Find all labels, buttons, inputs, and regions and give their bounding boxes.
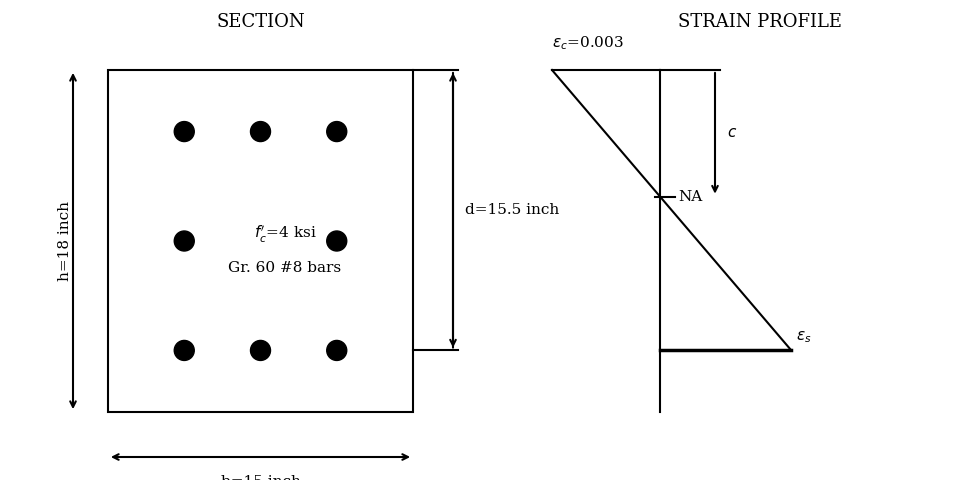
Circle shape bbox=[251, 340, 270, 360]
Text: Gr. 60 #8 bars: Gr. 60 #8 bars bbox=[229, 261, 341, 276]
Text: $f_c^{\prime}$=4 ksi: $f_c^{\prime}$=4 ksi bbox=[254, 224, 316, 245]
Circle shape bbox=[174, 231, 194, 251]
Text: h=18 inch: h=18 inch bbox=[58, 201, 72, 281]
Circle shape bbox=[327, 340, 347, 360]
Circle shape bbox=[174, 121, 194, 142]
Text: b=15 inch: b=15 inch bbox=[221, 475, 300, 480]
Text: STRAIN PROFILE: STRAIN PROFILE bbox=[678, 13, 842, 31]
Text: NA: NA bbox=[678, 190, 703, 204]
Circle shape bbox=[327, 231, 347, 251]
Circle shape bbox=[251, 121, 270, 142]
Text: SECTION: SECTION bbox=[216, 13, 305, 31]
Text: $\varepsilon_s$: $\varepsilon_s$ bbox=[797, 330, 812, 346]
Bar bbox=[108, 70, 413, 412]
Circle shape bbox=[174, 340, 194, 360]
Text: d=15.5 inch: d=15.5 inch bbox=[465, 203, 559, 217]
Circle shape bbox=[327, 121, 347, 142]
Text: $c$: $c$ bbox=[727, 126, 737, 140]
Text: $\varepsilon_c$=0.003: $\varepsilon_c$=0.003 bbox=[552, 34, 624, 52]
